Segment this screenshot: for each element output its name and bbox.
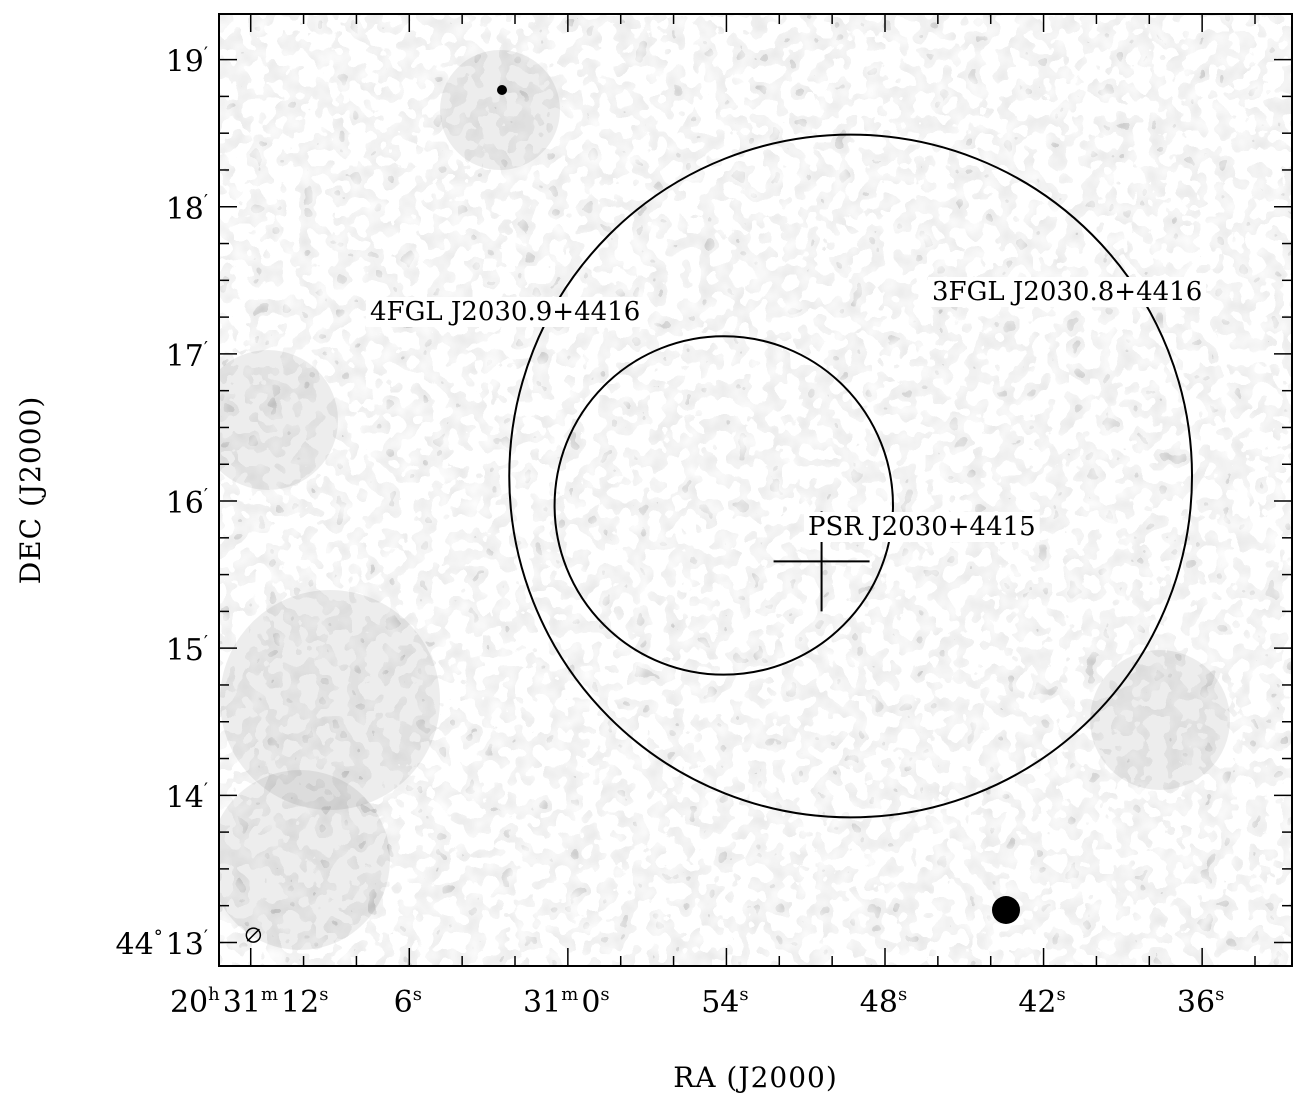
y-axis-tick-labels: 19′ 18′ 17′ 16′ 15′ 14′ 44° 13′ [116,44,211,963]
compact-source-dot [497,85,507,95]
y-tick-label: 44° 13′ [116,926,211,962]
x-tick-label: 20h 31m 12s [170,984,331,1020]
y-tick-label: 15′ [166,632,211,668]
x-tick-label: 36s [1177,984,1227,1020]
x-tick-label: 31m 0s [523,984,613,1020]
emission-patch [219,770,390,950]
x-tick-label: 54s [701,984,751,1020]
source-overlays: 3FGL J2030.8+4416 4FGL J2030.9+4416 PSR J2… [219,50,1230,950]
beam-ellipse [245,927,262,943]
x-axis-label: RA (J2000) [673,1061,838,1094]
x-axis-tick-labels: 20h 31m 12s 6s 31m 0s 54s 48s 42s 36s [170,984,1227,1020]
compact-source-blob [992,896,1020,924]
beam-orientation-line [246,928,260,942]
source-label: 4FGL J2030.9+4416 [370,297,640,327]
y-tick-label: 19′ [166,44,211,80]
y-tick-label: 14′ [166,779,211,815]
source-label: 3FGL J2030.8+4416 [932,277,1202,307]
emission-patch [219,350,338,490]
emission-patch [220,590,440,810]
source-label-bg [366,297,645,327]
error-ellipse-circle [553,335,894,676]
y-tick-label: 16′ [166,485,211,521]
x-tick-label: 42s [1018,984,1068,1020]
emission-patch [440,50,560,170]
y-axis-label: DEC (J2000) [14,396,47,585]
source-label: PSR J2030+4415 [808,512,1036,542]
radio-intensity-image [219,14,1292,966]
y-tick-label: 18′ [166,191,211,227]
source-label-bg [804,512,1040,542]
source-label-bg [928,277,1207,307]
error-ellipse-circle [508,133,1194,819]
axis-ticks [219,14,1292,966]
x-tick-label: 6s [394,984,425,1020]
y-tick-label: 17′ [166,338,211,374]
plot-frame [218,13,1293,967]
emission-patch [1090,650,1230,790]
x-tick-label: 48s [860,984,910,1020]
